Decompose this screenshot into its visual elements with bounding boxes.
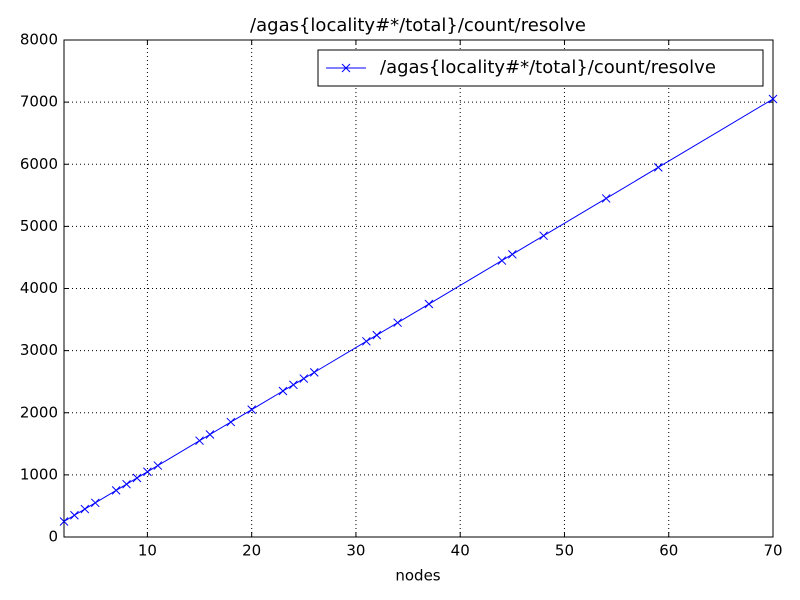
point-marker [601,194,611,203]
x-tick-label: 50 [555,542,574,560]
point-marker [80,504,90,514]
point-marker [507,249,517,259]
x-axis-label: nodes [395,567,440,585]
x-tick-label: 10 [138,542,157,560]
y-tick-label: 1000 [20,465,58,483]
legend-label: /agas{locality#*/total}/count/resolve [380,57,716,78]
point-marker [653,163,663,172]
x-tick-label: 20 [242,542,261,560]
y-tick-label: 8000 [20,31,58,49]
point-marker [278,386,288,396]
x-tick-label: 40 [451,542,470,560]
legend-marker [341,63,351,73]
point-marker [372,330,382,340]
point-marker [539,231,548,241]
y-tick-label: 3000 [20,341,58,359]
point-marker [111,486,121,495]
point-marker [153,461,163,470]
point-marker [59,517,69,526]
point-marker [497,256,507,265]
point-marker [393,318,403,328]
x-tick-label: 30 [346,542,365,560]
y-tick-label: 0 [48,528,58,546]
point-marker [299,374,309,383]
point-marker [122,479,131,489]
point-marker [90,498,100,508]
plot-frame [63,39,774,538]
point-marker [132,473,142,483]
y-tick-label: 6000 [20,155,58,173]
point-marker [143,467,152,477]
y-tick-label: 2000 [20,403,58,421]
x-tick-label: 60 [659,542,678,560]
point-marker [309,368,319,377]
chart-title: /agas{locality#*/total}/count/resolve [250,15,586,36]
point-marker [195,436,204,446]
point-marker [289,380,298,390]
legend-box [317,49,764,87]
point-marker [247,405,257,414]
y-tick-label: 7000 [20,93,58,111]
point-marker [424,299,434,309]
point-marker [768,94,778,104]
point-marker [226,417,236,427]
y-tick-label: 4000 [20,279,58,297]
y-tick-label: 5000 [20,217,58,235]
point-marker [70,510,79,520]
point-marker [205,430,215,439]
x-tick-label: 70 [763,542,782,560]
point-marker [362,336,371,346]
